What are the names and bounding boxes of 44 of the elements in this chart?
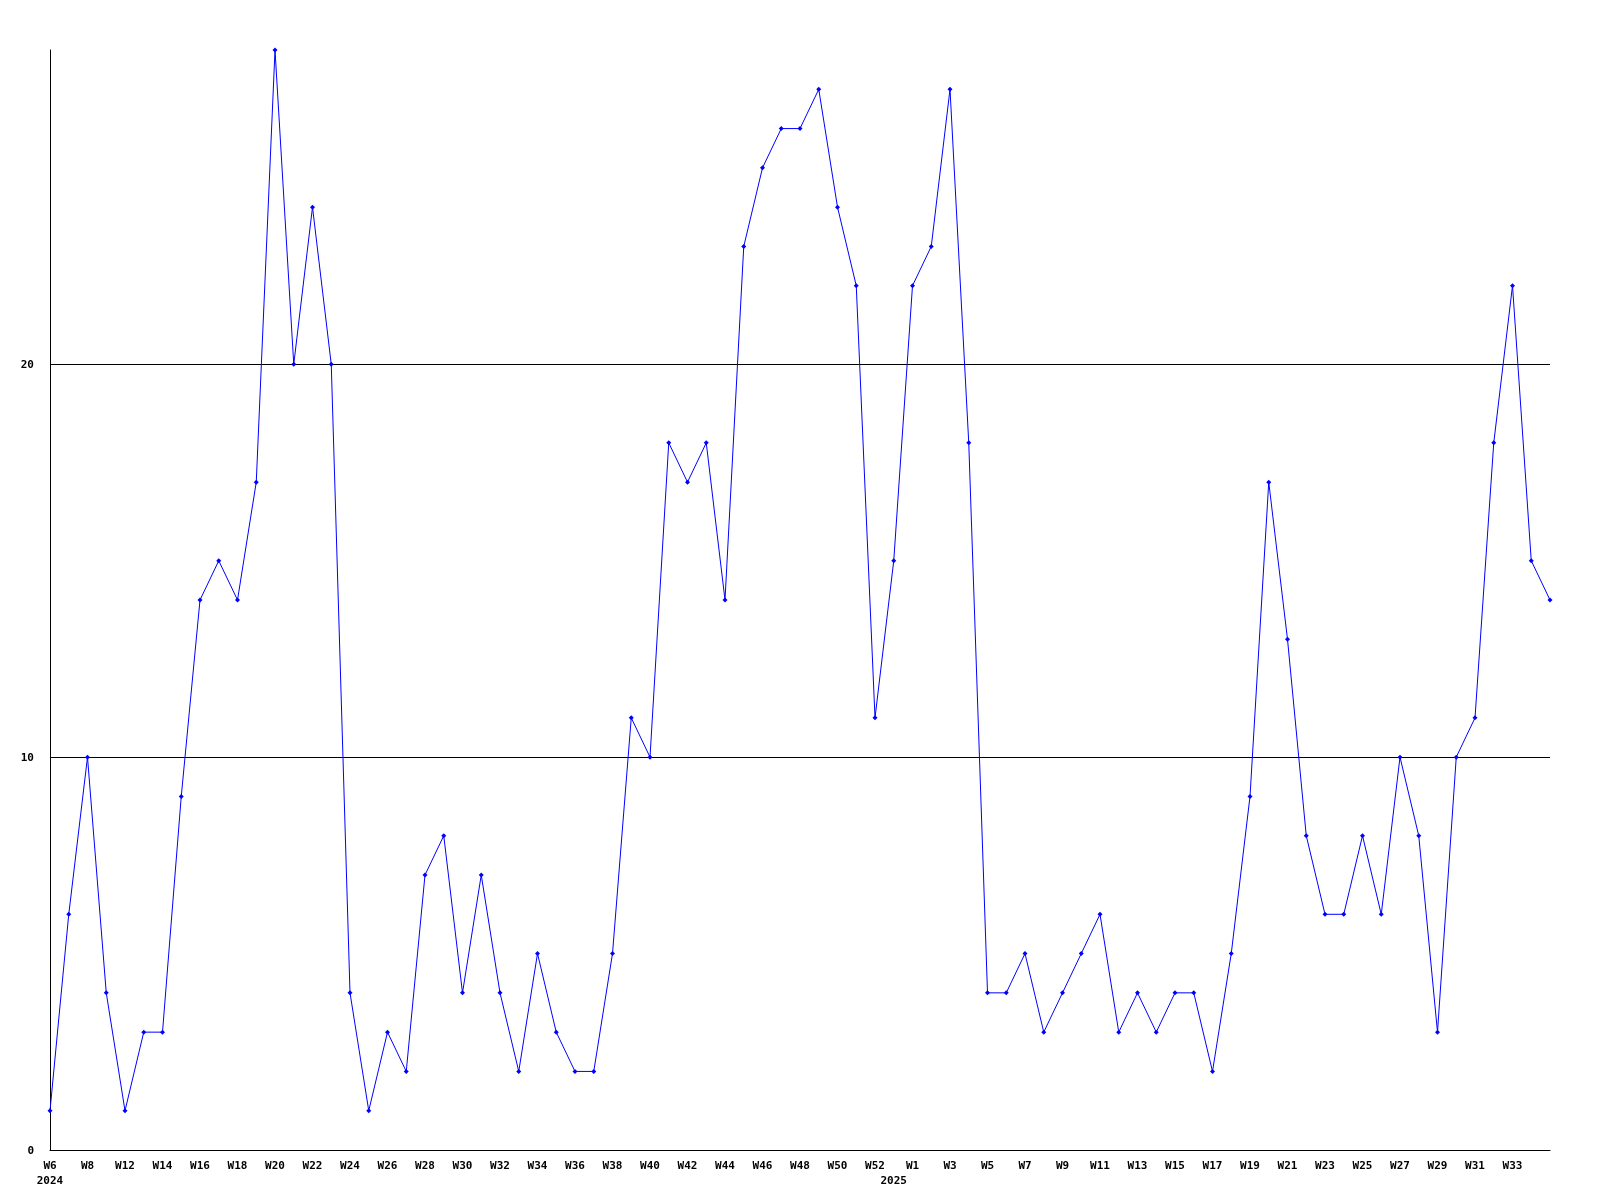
x-tick-label: W13 (1127, 1159, 1148, 1172)
x-tick-label: W28 (415, 1159, 435, 1172)
x-tick-label: W44 (715, 1159, 736, 1172)
x-tick-label: W27 (1390, 1159, 1410, 1172)
x-tick-label: W33 (1502, 1159, 1523, 1172)
x-tick-label: W21 (1277, 1159, 1298, 1172)
x-tick-label: W12 (115, 1159, 135, 1172)
x-tick-label: W18 (227, 1159, 248, 1172)
x-tick-label: W5 (980, 1159, 995, 1172)
x-tick-label: W20 (265, 1159, 285, 1172)
x-tick-label: W3 (943, 1159, 957, 1172)
y-tick-label: 20 (20, 357, 34, 371)
x-tick-label: W32 (490, 1159, 510, 1172)
x-tick-label: W23 (1315, 1159, 1335, 1172)
x-tick-label: W31 (1465, 1159, 1486, 1172)
x-tick-label: W6 2024 (36, 1159, 64, 1187)
x-tick-label: W14 (152, 1159, 173, 1172)
x-tick-label: W24 (340, 1159, 361, 1172)
x-tick-label: W48 (790, 1159, 810, 1172)
x-tick-label: W25 (1352, 1159, 1373, 1172)
x-tick-label: W16 (190, 1159, 211, 1172)
x-tick-label: W15 (1165, 1159, 1185, 1172)
x-tick-label: W7 (1018, 1159, 1032, 1172)
y-tick-label: 10 (20, 750, 34, 764)
x-tick-label: W42 (677, 1159, 698, 1172)
x-tick-label: W9 (1055, 1159, 1070, 1172)
x-tick-label: W11 (1090, 1159, 1111, 1172)
x-tick-label: W17 (1202, 1159, 1223, 1172)
x-tick-label: W52 (865, 1159, 885, 1172)
x-tick-label: W36 (565, 1159, 586, 1172)
x-tick-label: W22 (302, 1159, 323, 1172)
x-tick-label: W30 (452, 1159, 473, 1172)
x-tick-label: 2025 (880, 1174, 907, 1187)
x-tick-label: W34 (527, 1159, 548, 1172)
y-tick-label: 0 (27, 1143, 34, 1157)
x-tick-label: W46 (752, 1159, 773, 1172)
x-tick-label: W38 (602, 1159, 623, 1172)
x-tick-label: W40 (640, 1159, 660, 1172)
x-tick-label: W1 (905, 1159, 920, 1172)
x-tick-label: W8 (80, 1159, 95, 1172)
x-tick-label: W19 (1240, 1159, 1260, 1172)
x-tick-label: W26 (377, 1159, 398, 1172)
x-tick-label: W50 (827, 1159, 848, 1172)
x-tick-label: W29 (1427, 1159, 1448, 1172)
